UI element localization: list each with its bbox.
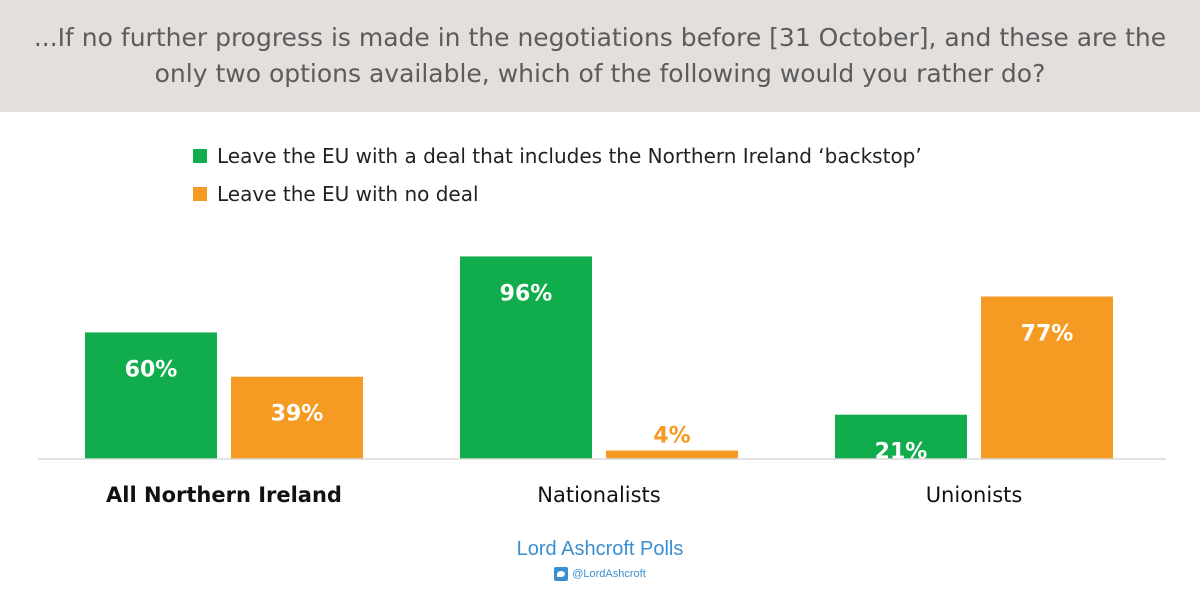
legend: Leave the EU with a deal that includes t… bbox=[193, 137, 922, 213]
category-label-0: All Northern Ireland bbox=[106, 483, 342, 507]
data-label-no-deal-2: 77% bbox=[1021, 322, 1074, 347]
legend-item-no-deal: Leave the EU with no deal bbox=[193, 175, 922, 213]
question-header: ...If no further progress is made in the… bbox=[0, 0, 1200, 112]
bar-deal-0 bbox=[85, 332, 217, 459]
brand-name: Lord Ashcroft Polls bbox=[516, 538, 684, 560]
bars-group: 60% 39% 96% 4% 21% 77% bbox=[85, 256, 1113, 465]
legend-swatch-no-deal bbox=[193, 187, 207, 201]
bar-no-deal-2 bbox=[981, 296, 1113, 459]
data-label-no-deal-1: 4% bbox=[653, 424, 690, 449]
legend-label-deal: Leave the EU with a deal that includes t… bbox=[217, 144, 922, 168]
category-labels-group: All Northern Ireland Nationalists Unionist… bbox=[106, 483, 1022, 507]
data-label-no-deal-0: 39% bbox=[271, 402, 324, 427]
legend-label-no-deal: Leave the EU with no deal bbox=[217, 182, 479, 206]
data-label-deal-1: 96% bbox=[500, 281, 553, 306]
twitter-handle: @LordAshcroft bbox=[572, 568, 646, 580]
legend-swatch-deal bbox=[193, 149, 207, 163]
category-label-2: Unionists bbox=[926, 483, 1023, 507]
twitter-bird-icon bbox=[554, 567, 569, 581]
twitter-handle-row[interactable]: @LordAshcroft bbox=[554, 567, 646, 581]
chart-title: ...If no further progress is made in the… bbox=[33, 23, 1167, 88]
bar-no-deal-0 bbox=[231, 376, 363, 459]
bar-deal-2 bbox=[835, 414, 967, 459]
data-label-deal-0: 60% bbox=[125, 357, 178, 382]
data-label-deal-2: 21% bbox=[875, 440, 928, 465]
category-label-1: Nationalists bbox=[537, 483, 660, 507]
bar-deal-1 bbox=[460, 256, 592, 459]
footer: Lord Ashcroft Polls @LordAshcroft bbox=[0, 538, 1200, 585]
bar-no-deal-1 bbox=[606, 450, 738, 459]
legend-item-deal: Leave the EU with a deal that includes t… bbox=[193, 137, 922, 175]
